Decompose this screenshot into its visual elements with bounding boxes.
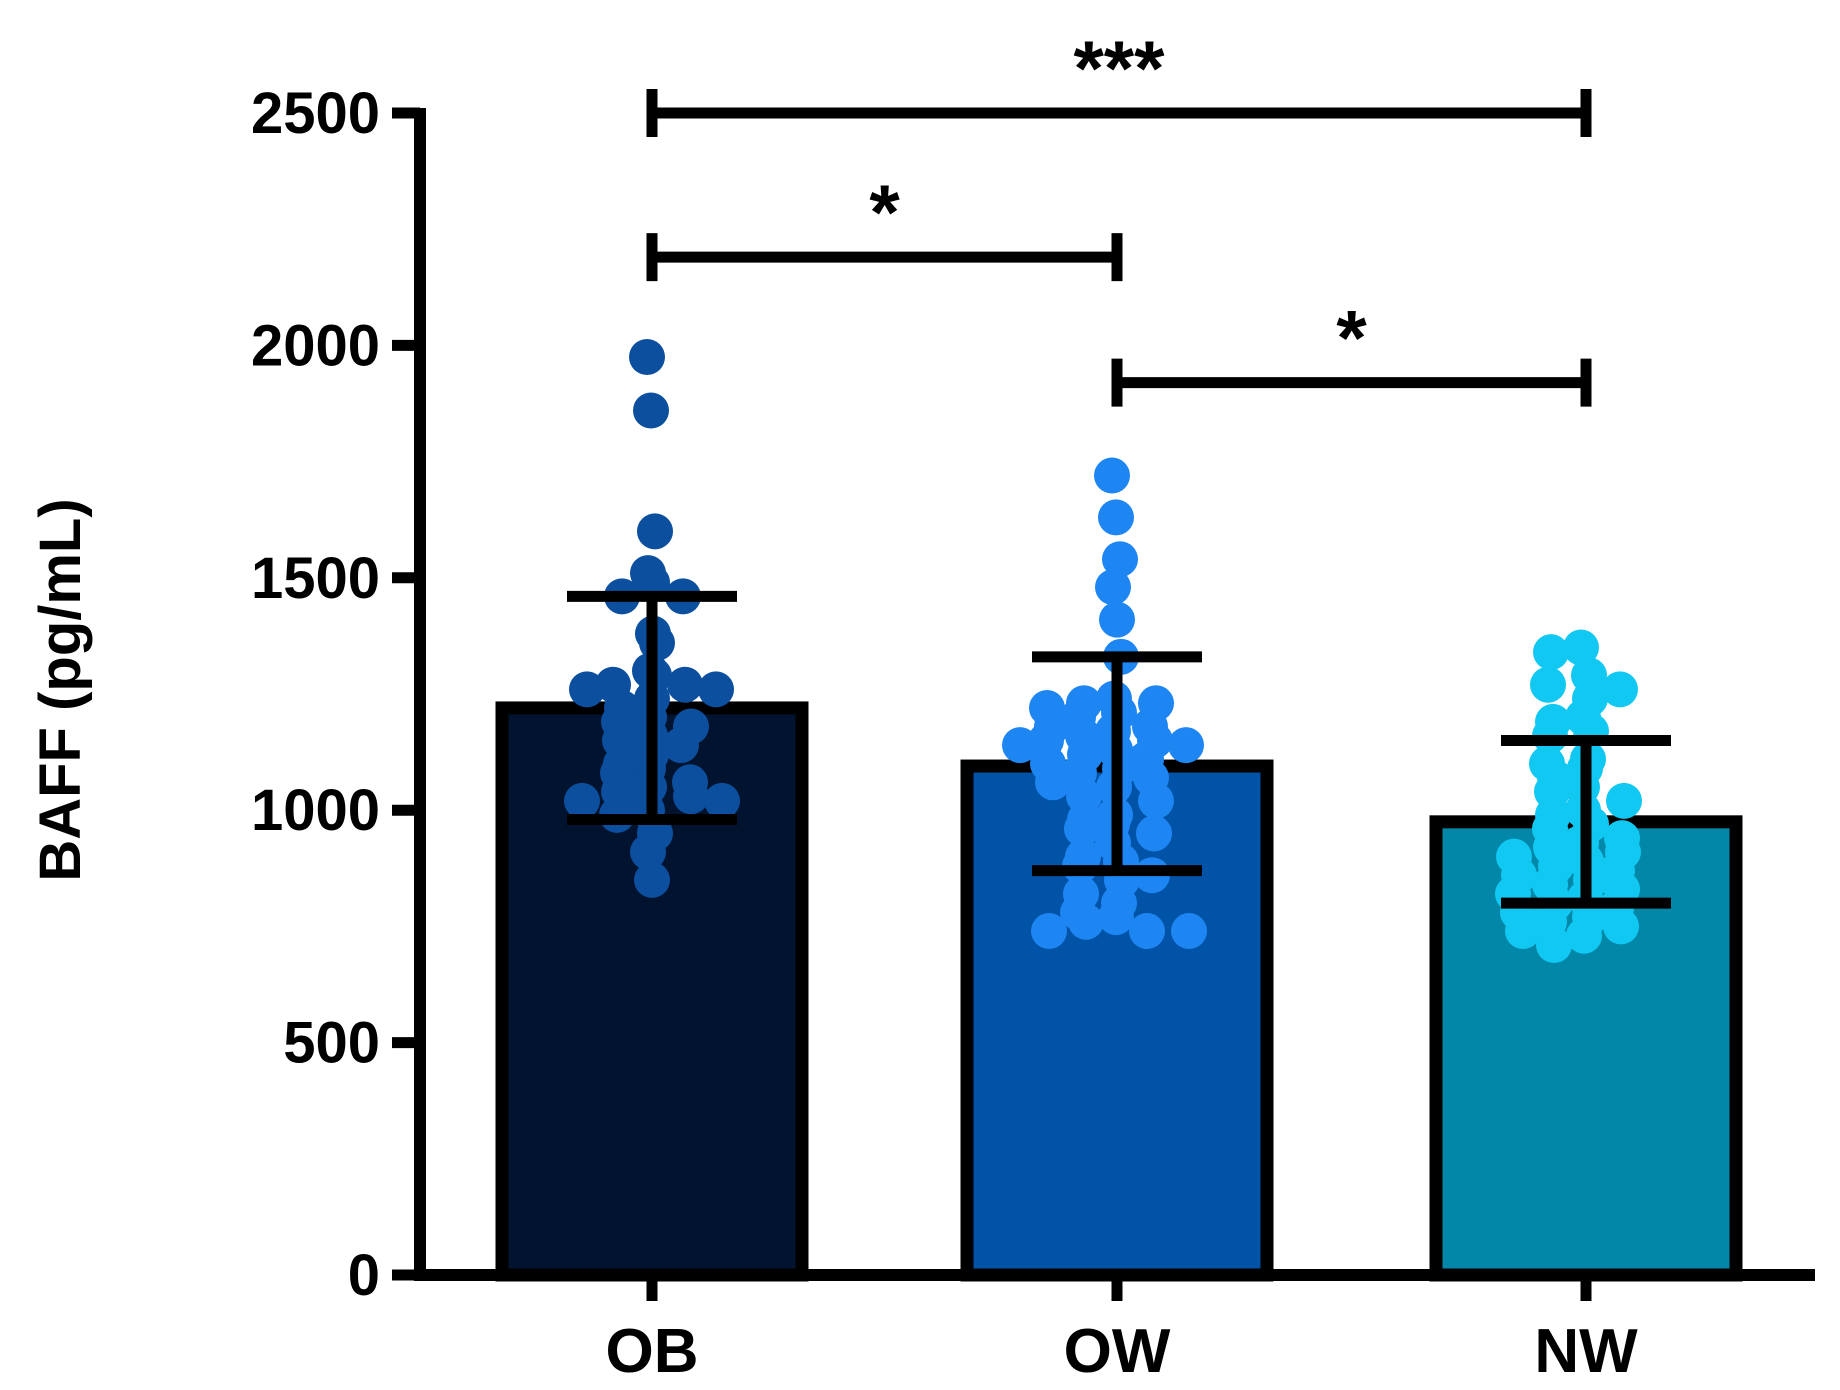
error-bars-layer — [567, 590, 1671, 909]
data-point-ob — [637, 513, 673, 550]
significance-label: *** — [1073, 24, 1165, 112]
data-point-ob — [633, 392, 669, 429]
data-point-ow — [1168, 727, 1204, 764]
significance-label: * — [1336, 294, 1367, 382]
x-tick-label-nw: NW — [1534, 1317, 1638, 1386]
y-tick-label: 0 — [348, 1243, 380, 1308]
data-point-ow — [1002, 727, 1038, 764]
data-point-ow — [1068, 903, 1104, 940]
data-point-ow — [1098, 499, 1134, 536]
data-point-nw — [1603, 908, 1639, 945]
data-point-ow — [1136, 815, 1172, 852]
data-point-ow — [1129, 913, 1165, 950]
data-point-nw — [1530, 666, 1566, 703]
data-point-ow — [1031, 913, 1067, 950]
data-point-ow — [1095, 569, 1131, 606]
data-point-ob — [569, 671, 605, 708]
data-point-ow — [1171, 913, 1207, 950]
data-point-nw — [1563, 629, 1599, 666]
data-point-ob — [630, 834, 666, 871]
data-point-ob — [634, 861, 670, 898]
significance-brackets: ***** — [646, 24, 1592, 407]
axes: 0 500 1000 1500 2000 2500 OB OW NW — [251, 81, 1815, 1386]
y-tick-label: 2000 — [251, 313, 380, 378]
data-point-ow — [1102, 541, 1138, 578]
data-point-nw — [1606, 782, 1642, 819]
data-point-ob — [704, 782, 740, 819]
data-point-ow — [1099, 601, 1135, 638]
data-point-nw — [1602, 671, 1638, 708]
data-point-ob — [663, 727, 699, 764]
data-point-ob — [698, 671, 734, 708]
y-axis-title: BAFF (pg/mL) — [28, 498, 93, 881]
y-tick-label: 500 — [283, 1011, 380, 1076]
data-point-ow — [1064, 810, 1100, 847]
data-point-ob — [673, 778, 709, 815]
significance-label: * — [869, 168, 900, 256]
data-point-ob — [667, 666, 703, 703]
data-point-nw — [1536, 926, 1572, 963]
y-tick-label: 1000 — [251, 778, 380, 843]
data-point-ow — [1094, 457, 1130, 494]
data-point-nw — [1533, 634, 1569, 671]
data-point-ob — [564, 782, 600, 819]
y-tick-label: 1500 — [251, 546, 380, 611]
data-point-ow — [1098, 899, 1134, 936]
data-point-nw — [1566, 917, 1602, 954]
x-tick-label-ow: OW — [1064, 1317, 1171, 1386]
data-point-ow — [1138, 782, 1174, 819]
data-point-ob — [629, 339, 665, 376]
y-tick-label: 2500 — [251, 81, 380, 146]
x-tick-label-ob: OB — [606, 1317, 699, 1386]
data-point-ow — [1035, 764, 1071, 801]
data-point-nw — [1505, 913, 1541, 950]
